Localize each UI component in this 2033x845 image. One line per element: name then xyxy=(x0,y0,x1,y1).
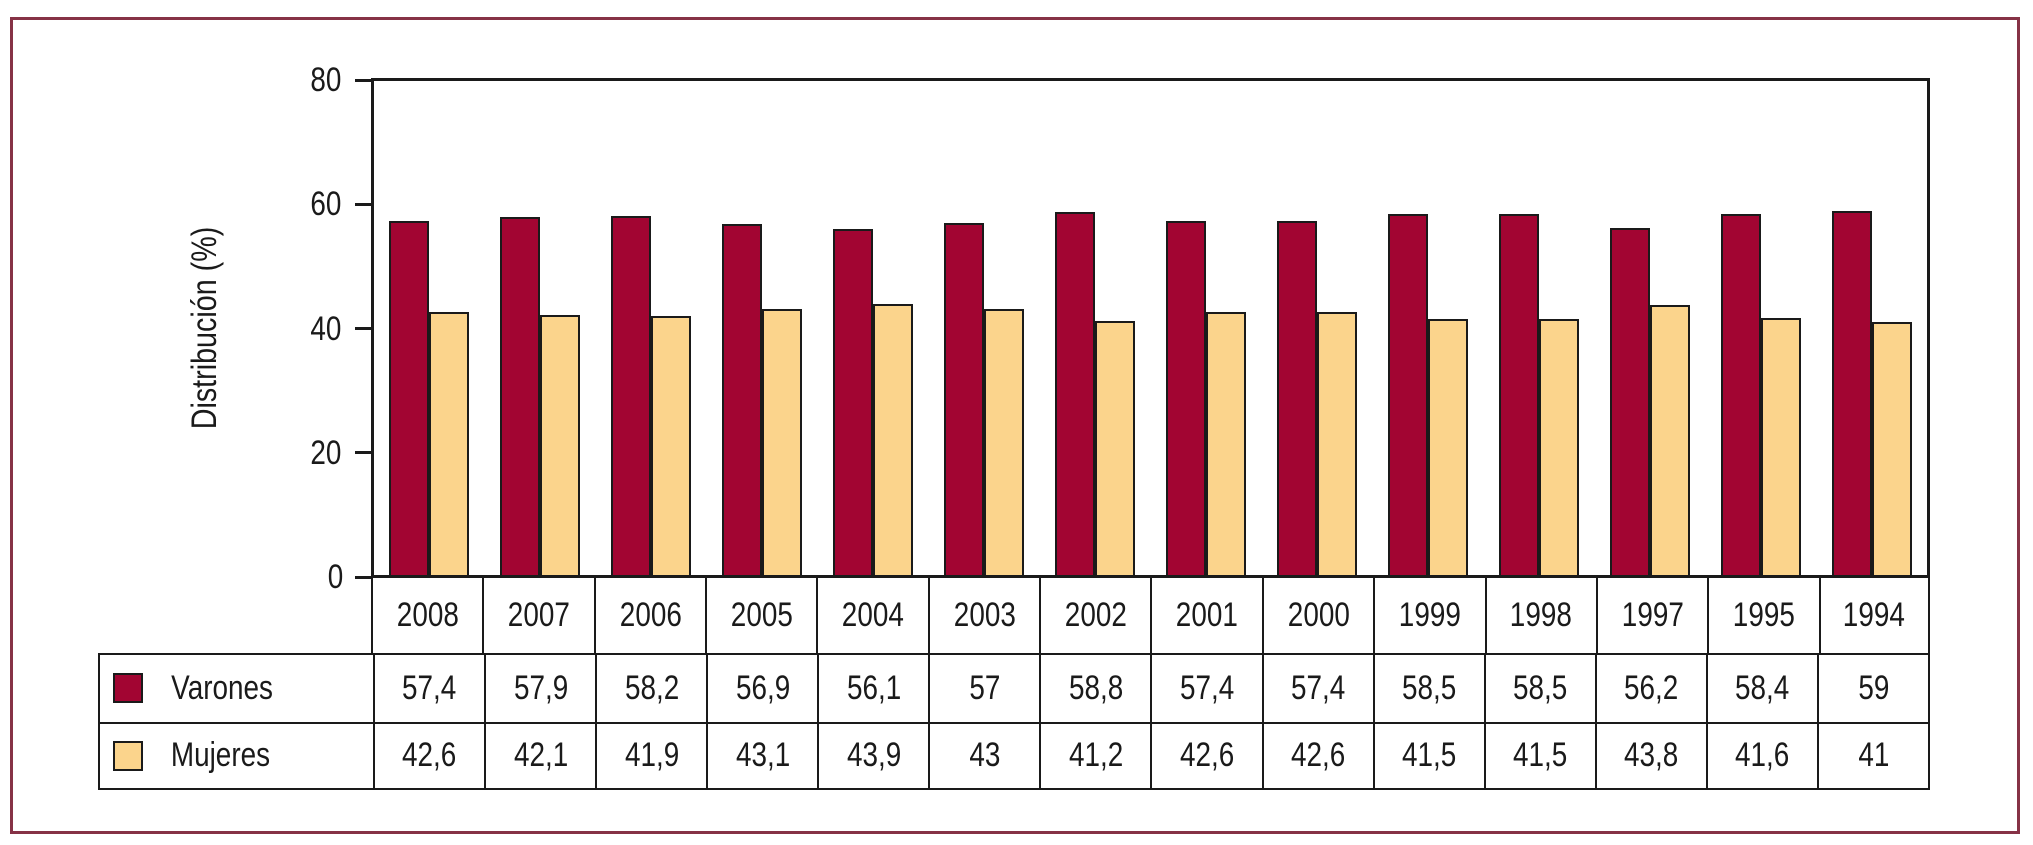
legend-label-varones: Varones xyxy=(171,668,273,707)
bar-varones-2002 xyxy=(1055,212,1096,575)
bar-varones-1994 xyxy=(1831,211,1872,575)
year-cell-2002: 2002 xyxy=(1039,578,1150,653)
y-tick-80 xyxy=(355,78,371,82)
plot-area xyxy=(371,78,1930,578)
year-cell-1998: 1998 xyxy=(1484,578,1596,653)
value-cell-mujeres-2001: 42,6 xyxy=(1150,721,1262,788)
year-cell-1995: 1995 xyxy=(1707,578,1818,653)
bar-mujeres-2000 xyxy=(1316,312,1357,575)
bar-mujeres-1998 xyxy=(1538,319,1579,575)
bar-mujeres-1999 xyxy=(1427,319,1468,575)
bar-varones-2005 xyxy=(722,224,763,575)
value-cell-varones-1994: 59 xyxy=(1816,655,1928,722)
value-cell-mujeres-1995: 41,6 xyxy=(1705,721,1817,788)
bar-varones-2001 xyxy=(1165,221,1206,575)
bar-varones-1999 xyxy=(1387,214,1428,575)
legend-cell-mujeres: Mujeres xyxy=(100,721,373,789)
y-tick-0 xyxy=(355,575,371,579)
year-cell-2004: 2004 xyxy=(816,578,927,653)
y-tick-20 xyxy=(355,451,371,455)
bar-varones-1995 xyxy=(1720,214,1761,575)
y-tick-label-80: 80 xyxy=(310,61,342,99)
value-cell-mujeres-2005: 43,1 xyxy=(706,721,818,788)
year-cell-2008: 2008 xyxy=(371,578,482,653)
value-cell-varones-1995: 58,4 xyxy=(1705,655,1817,722)
year-cell-2007: 2007 xyxy=(482,578,593,653)
year-cell-2001: 2001 xyxy=(1150,578,1261,653)
bar-varones-1997 xyxy=(1609,228,1650,575)
value-cell-mujeres-1994: 41 xyxy=(1816,721,1928,788)
bar-mujeres-2003 xyxy=(984,309,1025,575)
year-cell-2000: 2000 xyxy=(1261,578,1373,653)
value-cell-varones-1999: 58,5 xyxy=(1372,655,1484,722)
value-cell-varones-2005: 56,9 xyxy=(706,655,817,722)
bar-varones-2007 xyxy=(500,217,541,575)
value-cell-varones-2007: 57,9 xyxy=(484,655,595,722)
bar-mujeres-1997 xyxy=(1649,305,1690,575)
year-cell-1999: 1999 xyxy=(1373,578,1484,653)
y-tick-label-20: 20 xyxy=(310,433,342,472)
legend-cell-varones: Varones xyxy=(100,655,373,722)
value-cell-varones-2002: 58,8 xyxy=(1039,655,1150,722)
year-cell-2005: 2005 xyxy=(705,578,816,653)
year-cell-1997: 1997 xyxy=(1595,578,1707,653)
bar-mujeres-2002 xyxy=(1095,321,1136,575)
year-cell-2006: 2006 xyxy=(593,578,705,653)
bar-varones-2000 xyxy=(1276,221,1317,575)
bar-varones-2006 xyxy=(611,216,652,575)
value-cell-mujeres-2006: 41,9 xyxy=(595,721,707,788)
legend-label-mujeres: Mujeres xyxy=(170,736,271,775)
value-cell-varones-1997: 56,2 xyxy=(1594,655,1706,722)
legend-swatch-varones xyxy=(113,673,143,704)
value-cell-varones-1998: 58,5 xyxy=(1483,655,1595,722)
bar-mujeres-1994 xyxy=(1871,322,1912,575)
figure-border xyxy=(10,17,2020,834)
bar-mujeres-2008 xyxy=(429,312,470,575)
bar-mujeres-2007 xyxy=(540,315,581,575)
value-cell-mujeres-1997: 43,8 xyxy=(1594,721,1706,788)
y-tick-label-0: 0 xyxy=(327,558,344,596)
value-cell-varones-2000: 57,4 xyxy=(1261,655,1373,722)
bar-mujeres-2006 xyxy=(651,316,692,575)
value-cell-mujeres-2004: 43,9 xyxy=(817,721,929,788)
y-axis-title: Distribución (%) xyxy=(185,226,224,430)
value-cell-varones-2003: 57 xyxy=(928,655,1039,722)
y-tick-60 xyxy=(355,202,371,206)
value-cell-mujeres-2000: 42,6 xyxy=(1261,721,1373,788)
data-table: Varones 57,4 57,9 58,2 56,9 56,1 57 58,8 57,4 57,… xyxy=(98,653,1930,790)
bar-mujeres-2001 xyxy=(1205,312,1246,575)
legend-swatch-mujeres xyxy=(113,740,143,771)
y-tick-label-40: 40 xyxy=(310,309,342,348)
value-cell-varones-2001: 57,4 xyxy=(1150,655,1261,722)
y-tick-40 xyxy=(355,327,371,330)
bar-mujeres-1995 xyxy=(1760,318,1801,575)
value-cell-mujeres-1998: 41,5 xyxy=(1483,721,1595,788)
bar-varones-2004 xyxy=(833,229,874,575)
value-cell-varones-2004: 56,1 xyxy=(817,655,928,722)
bar-varones-2003 xyxy=(944,223,985,575)
value-cell-mujeres-2008: 42,6 xyxy=(373,721,485,788)
value-cell-mujeres-2002: 41,2 xyxy=(1039,721,1151,788)
bar-varones-1998 xyxy=(1498,214,1539,575)
value-cell-mujeres-2007: 42,1 xyxy=(484,721,596,788)
value-cell-mujeres-2003: 43 xyxy=(928,721,1040,788)
year-cell-2003: 2003 xyxy=(927,578,1039,653)
bar-varones-2008 xyxy=(389,221,430,575)
bar-mujeres-2004 xyxy=(873,304,914,575)
y-tick-label-60: 60 xyxy=(310,185,342,224)
year-cell-1994: 1994 xyxy=(1818,578,1930,653)
year-header-row: 2008 2007 2006 2005 2004 2003 2002 2001 2000 1999… xyxy=(371,578,1930,653)
value-cell-mujeres-1999: 41,5 xyxy=(1372,721,1484,788)
value-cell-varones-2006: 58,2 xyxy=(595,655,706,722)
value-cell-varones-2008: 57,4 xyxy=(373,655,484,722)
bar-mujeres-2005 xyxy=(762,309,803,575)
